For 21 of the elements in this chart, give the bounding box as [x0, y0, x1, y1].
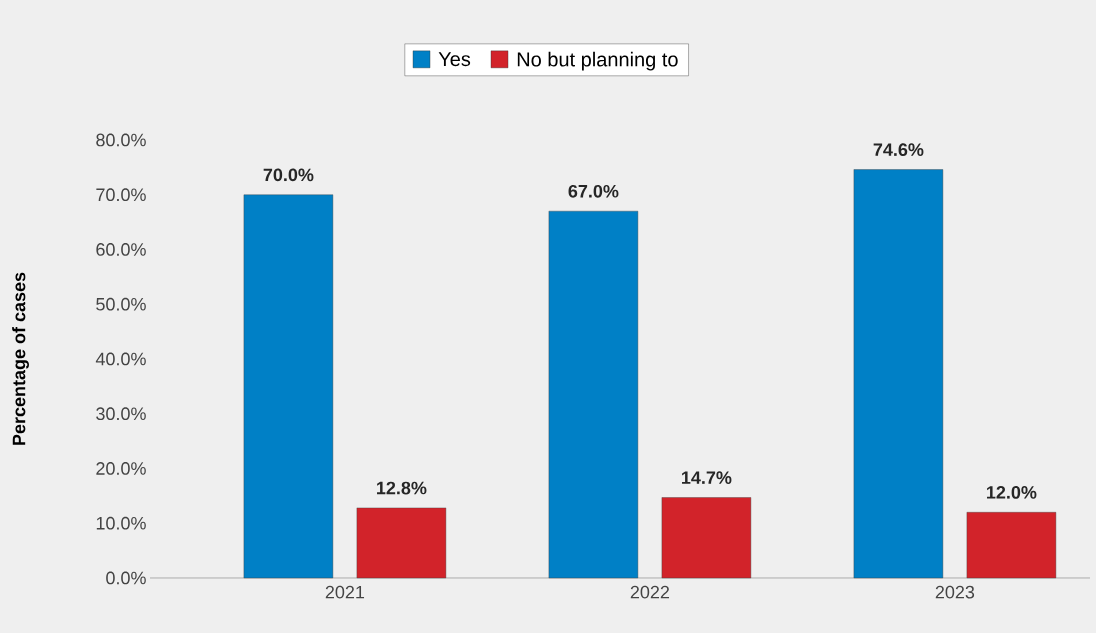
x-tick-label: 2021	[325, 585, 365, 599]
data-label: 12.0%	[987, 486, 1037, 499]
data-label: 74.6%	[873, 143, 924, 157]
legend-label: No but planning to	[517, 51, 678, 71]
y-tick-label: 40.0%	[95, 352, 146, 366]
data-label: 67.0%	[568, 184, 619, 198]
legend-label: Yes	[438, 52, 471, 67]
y-tick-label: 70.0%	[96, 188, 146, 202]
y-tick-label: 50.0%	[96, 297, 146, 311]
y-tick-label: 30.0%	[96, 407, 146, 421]
y-tick-label: 60.0%	[96, 243, 146, 256]
data-label: 70.0%	[263, 168, 314, 182]
data-label: 14.7%	[682, 471, 732, 484]
y-tick-label: 80.0%	[96, 133, 146, 147]
data-label: 12.8%	[377, 481, 427, 495]
y-tick-label: 0.0%	[106, 571, 146, 585]
y-tick-label: 20.0%	[96, 462, 146, 475]
x-tick-label: 2022	[630, 585, 670, 599]
x-tick-label: 2023	[935, 585, 975, 599]
y-tick-label: 10.0%	[96, 516, 146, 530]
y-axis-title: Percentage of cases	[12, 272, 29, 445]
